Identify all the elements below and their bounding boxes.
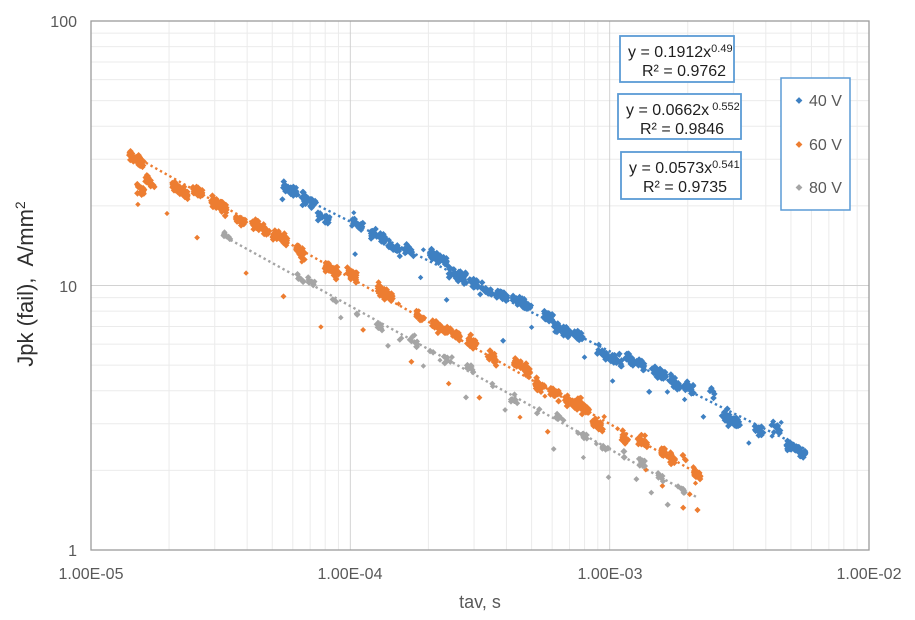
- svg-text:1.00E-04: 1.00E-04: [318, 566, 383, 583]
- svg-text:R² = 0.9735: R² = 0.9735: [643, 179, 727, 196]
- svg-text:1.00E-03: 1.00E-03: [578, 566, 643, 583]
- svg-text:R² = 0.9762: R² = 0.9762: [642, 63, 726, 80]
- svg-text:1: 1: [68, 543, 77, 560]
- svg-text:1.00E-02: 1.00E-02: [837, 566, 902, 583]
- svg-text:y = 0.0573x0.541: y = 0.0573x0.541: [629, 159, 740, 177]
- svg-text:R² = 0.9846: R² = 0.9846: [640, 121, 724, 138]
- svg-text:80 V: 80 V: [809, 180, 842, 197]
- svg-text:Jpk (fail), A/mm2: Jpk (fail), A/mm2: [12, 201, 38, 367]
- svg-text:10: 10: [59, 279, 77, 296]
- svg-text:40 V: 40 V: [809, 93, 842, 110]
- svg-text:1.00E-05: 1.00E-05: [59, 566, 124, 583]
- svg-text:60 V: 60 V: [809, 137, 842, 154]
- svg-text:tav, s: tav, s: [459, 592, 501, 612]
- svg-text:100: 100: [50, 14, 77, 31]
- svg-text:y = 0.1912x0.49: y = 0.1912x0.49: [628, 43, 733, 61]
